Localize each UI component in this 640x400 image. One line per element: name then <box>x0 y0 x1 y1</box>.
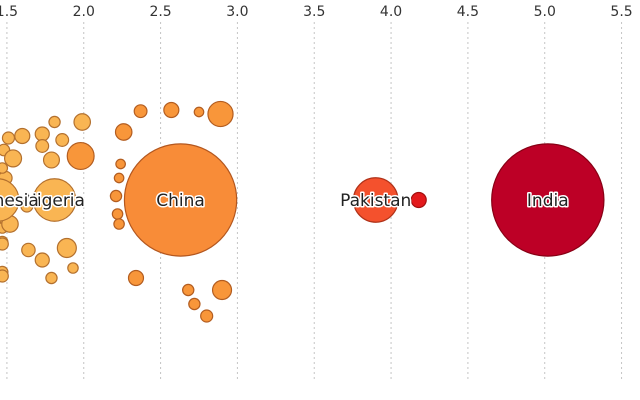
bubble <box>0 269 9 283</box>
x-tick-label: 2.0 <box>73 4 95 20</box>
bubble <box>133 104 148 119</box>
bubble <box>0 237 9 251</box>
bubble <box>55 133 70 147</box>
x-tick-label: 1.5 <box>0 4 18 20</box>
bubble <box>67 262 79 274</box>
bubble <box>114 123 133 141</box>
bubble <box>211 279 233 301</box>
bubble <box>66 141 95 171</box>
bubble <box>35 139 50 153</box>
bubble <box>163 101 180 119</box>
bubble <box>113 172 125 184</box>
bubble <box>111 208 124 220</box>
x-tick-label: 5.0 <box>534 4 556 20</box>
x-tick-label: 3.0 <box>226 4 248 20</box>
bubble-label-india: India <box>527 191 569 211</box>
bubble <box>115 158 126 170</box>
x-tick-label: 4.5 <box>457 4 479 20</box>
bubbles <box>0 100 605 323</box>
bubble-indonesia <box>0 178 20 222</box>
bubble <box>20 199 34 213</box>
bubble <box>193 106 205 118</box>
bubble <box>207 100 234 128</box>
bubble <box>188 297 201 311</box>
bubble <box>1 131 16 145</box>
bubble <box>0 162 9 174</box>
bubble <box>48 115 61 129</box>
bubble <box>109 189 123 203</box>
bubble <box>182 283 195 297</box>
bubble-pakistan <box>352 177 399 223</box>
bubble-label-china: China <box>156 191 205 211</box>
bubble <box>21 242 36 258</box>
x-tick-label: 4.0 <box>380 4 402 20</box>
x-tick-label: 5.5 <box>610 4 632 20</box>
bubble <box>34 252 50 268</box>
bubble-label-nigeria: Nigeria <box>24 191 85 211</box>
bubble <box>45 271 58 285</box>
bubble <box>200 309 214 323</box>
bubble <box>73 113 92 131</box>
bubble <box>56 237 77 259</box>
bubble <box>127 269 145 287</box>
x-axis-tick-labels: 1.5 2.0 2.5 3.0 3.5 4.0 4.5 5.0 5.5 <box>0 4 633 20</box>
bubble <box>410 191 427 209</box>
bubble <box>113 218 125 230</box>
bubble-nigeria <box>32 178 77 222</box>
bubble-china <box>123 143 238 257</box>
x-tick-label: 3.5 <box>303 4 325 20</box>
x-tick-label: 2.5 <box>149 4 171 20</box>
bubble-india <box>491 143 605 257</box>
bubble-labels: China Nigeria Pakistan India Indonesia <box>0 190 570 213</box>
bubble <box>14 127 31 145</box>
bubble <box>34 126 50 142</box>
bubble-label-indonesia: Indonesia <box>0 191 39 211</box>
bubble <box>3 149 23 168</box>
bubble <box>42 151 61 169</box>
bubble-label-pakistan: Pakistan <box>340 191 411 211</box>
